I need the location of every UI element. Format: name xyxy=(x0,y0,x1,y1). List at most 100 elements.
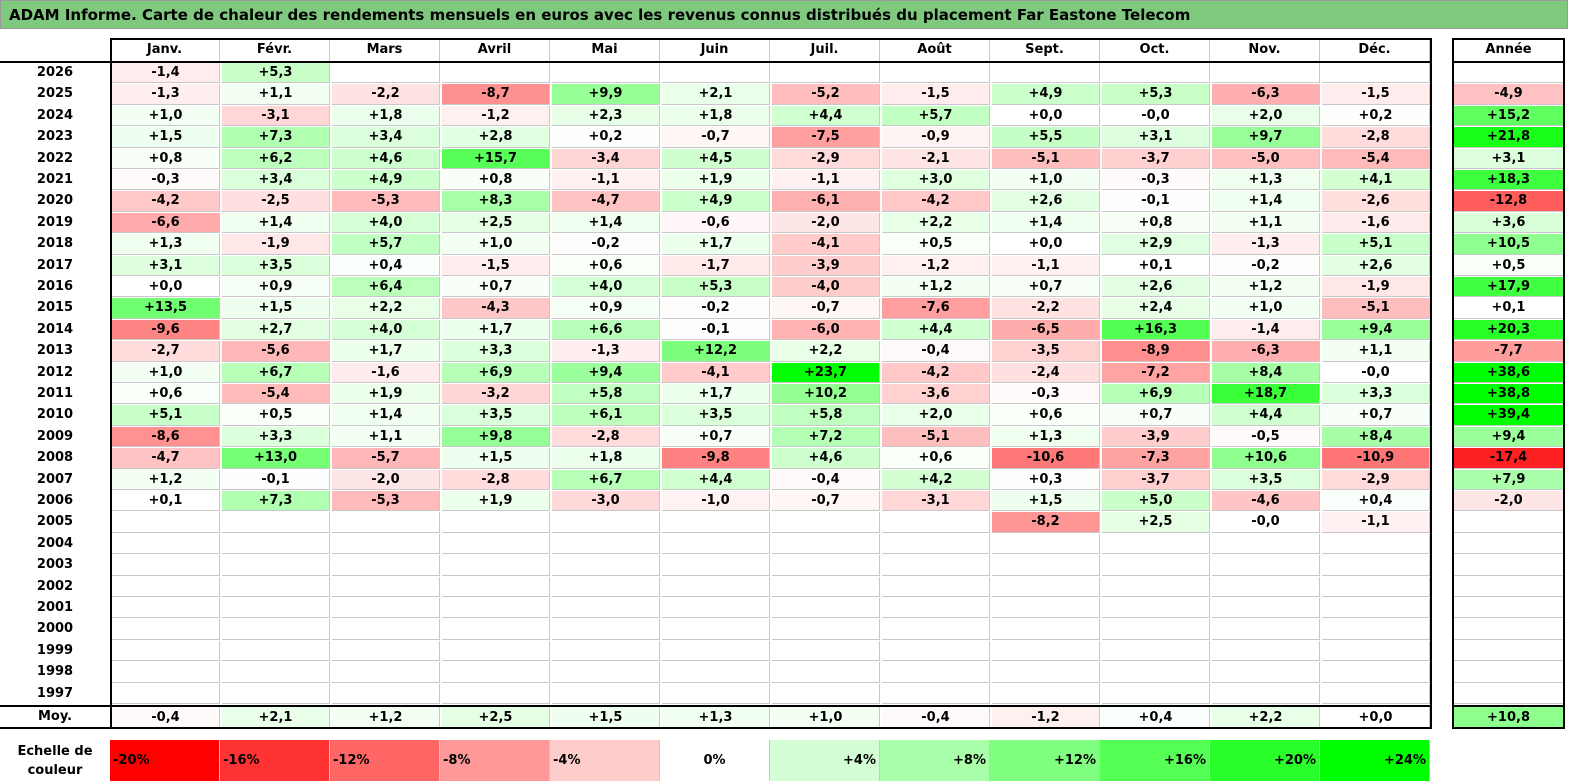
heatmap-cell: +1,0 xyxy=(1212,298,1320,319)
heatmap-cell: +5,8 xyxy=(772,405,880,426)
heatmap-cell xyxy=(442,640,550,662)
heatmap-cell: +0,6 xyxy=(992,405,1100,426)
heatmap-cell xyxy=(772,533,880,555)
heatmap-cell xyxy=(1212,598,1320,619)
column-header: Janv. xyxy=(110,38,220,62)
heatmap-cell: +5,3 xyxy=(222,63,330,84)
heatmap-cell: -0,6 xyxy=(662,212,770,234)
heatmap-cell xyxy=(882,576,990,597)
row-year-label: 2019 xyxy=(36,214,74,230)
heatmap-cell xyxy=(1102,533,1210,555)
heatmap-cell: -1,9 xyxy=(1322,277,1430,298)
heatmap-cell: +1,4 xyxy=(992,212,1100,234)
heatmap-cell: -1,5 xyxy=(1322,84,1430,105)
heatmap-cell: +1,2 xyxy=(112,469,220,490)
heatmap-cell: +2,7 xyxy=(222,319,330,341)
heatmap-cell: -1,1 xyxy=(992,255,1100,276)
legend-swatch: 0% xyxy=(660,740,770,781)
heatmap-cell: +1,7 xyxy=(332,341,440,362)
average-cell: -0,4 xyxy=(112,707,220,728)
heatmap-cell: -4,2 xyxy=(112,191,220,212)
heatmap-cell: +7,3 xyxy=(222,491,330,512)
heatmap-cell: +4,4 xyxy=(772,105,880,127)
average-divider xyxy=(0,705,1432,707)
legend-swatch: -20% xyxy=(110,740,220,781)
heatmap-cell: +1,8 xyxy=(332,105,440,127)
heatmap-cell: +0,7 xyxy=(662,426,770,448)
heatmap-cell: +12,2 xyxy=(662,341,770,362)
heatmap-cell: +4,4 xyxy=(662,469,770,490)
heatmap-cell: +10,6 xyxy=(1212,448,1320,469)
heatmap-cell: -10,9 xyxy=(1322,448,1430,469)
heatmap-cell xyxy=(332,63,440,84)
heatmap-cell xyxy=(332,662,440,683)
annual-header: Année xyxy=(1485,42,1532,57)
average-cell: +2,5 xyxy=(442,707,550,728)
heatmap-cell: -0,5 xyxy=(1212,426,1320,448)
heatmap-cell: +2,0 xyxy=(882,405,990,426)
heatmap-cell: -1,0 xyxy=(662,491,770,512)
heatmap-cell: -0,0 xyxy=(1212,512,1320,533)
heatmap-cell: +3,5 xyxy=(442,405,550,426)
legend-label: Echelle de couleur xyxy=(17,744,93,778)
heatmap-cell: +6,2 xyxy=(222,148,330,169)
heatmap-cell xyxy=(552,533,660,555)
annual-cell: -2,0 xyxy=(1454,491,1563,512)
heatmap-cell xyxy=(1322,63,1430,84)
heatmap-cell xyxy=(442,598,550,619)
heatmap-cell: +1,5 xyxy=(112,127,220,148)
heatmap-cell: -8,6 xyxy=(112,426,220,448)
column-header: Févr. xyxy=(220,38,330,62)
annual-cell: +3,6 xyxy=(1454,212,1563,234)
row-year-label: 2004 xyxy=(36,535,74,551)
heatmap-cell: +6,1 xyxy=(552,405,660,426)
heatmap-cell: +1,8 xyxy=(662,105,770,127)
heatmap-cell: +1,5 xyxy=(222,298,330,319)
heatmap-cell: +0,7 xyxy=(1322,405,1430,426)
heatmap-cell xyxy=(882,512,990,533)
heatmap-cell xyxy=(332,683,440,704)
heatmap-cell: +0,3 xyxy=(992,469,1100,490)
annual-cell: +38,8 xyxy=(1454,384,1563,405)
heatmap-cell: -2,5 xyxy=(222,191,330,212)
heatmap-cell xyxy=(552,683,660,704)
heatmap-cell: +4,4 xyxy=(882,319,990,341)
heatmap-cell xyxy=(662,533,770,555)
heatmap-cell: +3,4 xyxy=(222,170,330,191)
row-year-label: 2000 xyxy=(36,621,74,637)
row-year-label: 2025 xyxy=(36,86,74,102)
row-year-label: 2015 xyxy=(36,300,74,316)
heatmap-cell: -4,2 xyxy=(882,362,990,383)
heatmap-cell xyxy=(222,640,330,662)
legend-swatch: -16% xyxy=(220,740,330,781)
heatmap-cell: +1,1 xyxy=(332,426,440,448)
heatmap-cell: -5,1 xyxy=(992,148,1100,169)
average-cell: +2,1 xyxy=(222,707,330,728)
heatmap-cell: +1,7 xyxy=(662,384,770,405)
heatmap-cell: +0,5 xyxy=(222,405,330,426)
heatmap-cell: +1,9 xyxy=(332,384,440,405)
heatmap-cell: +1,5 xyxy=(992,491,1100,512)
heatmap-cell: +2,9 xyxy=(1102,234,1210,255)
annual-cell: -7,7 xyxy=(1454,341,1563,362)
row-year-label: 2002 xyxy=(36,578,74,594)
heatmap-cell: -5,3 xyxy=(332,491,440,512)
heatmap-cell: -4,6 xyxy=(1212,491,1320,512)
heatmap-cell: +4,4 xyxy=(1212,405,1320,426)
heatmap-cell: +1,3 xyxy=(112,234,220,255)
legend-swatch: +16% xyxy=(1100,740,1210,781)
heatmap-cell xyxy=(882,662,990,683)
legend-swatch: +12% xyxy=(990,740,1100,781)
heatmap-cell: +1,8 xyxy=(552,448,660,469)
row-year-label: 2003 xyxy=(36,557,74,573)
heatmap-cell: +2,8 xyxy=(442,127,550,148)
heatmap-cell: -0,2 xyxy=(662,298,770,319)
heatmap-cell xyxy=(1322,640,1430,662)
heatmap-cell xyxy=(112,640,220,662)
heatmap-cell xyxy=(222,598,330,619)
heatmap-cell: -1,2 xyxy=(882,255,990,276)
heatmap-cell xyxy=(772,640,880,662)
heatmap-cell: -2,0 xyxy=(332,469,440,490)
heatmap-cell: -2,9 xyxy=(772,148,880,169)
row-year-label: 2017 xyxy=(36,257,74,273)
